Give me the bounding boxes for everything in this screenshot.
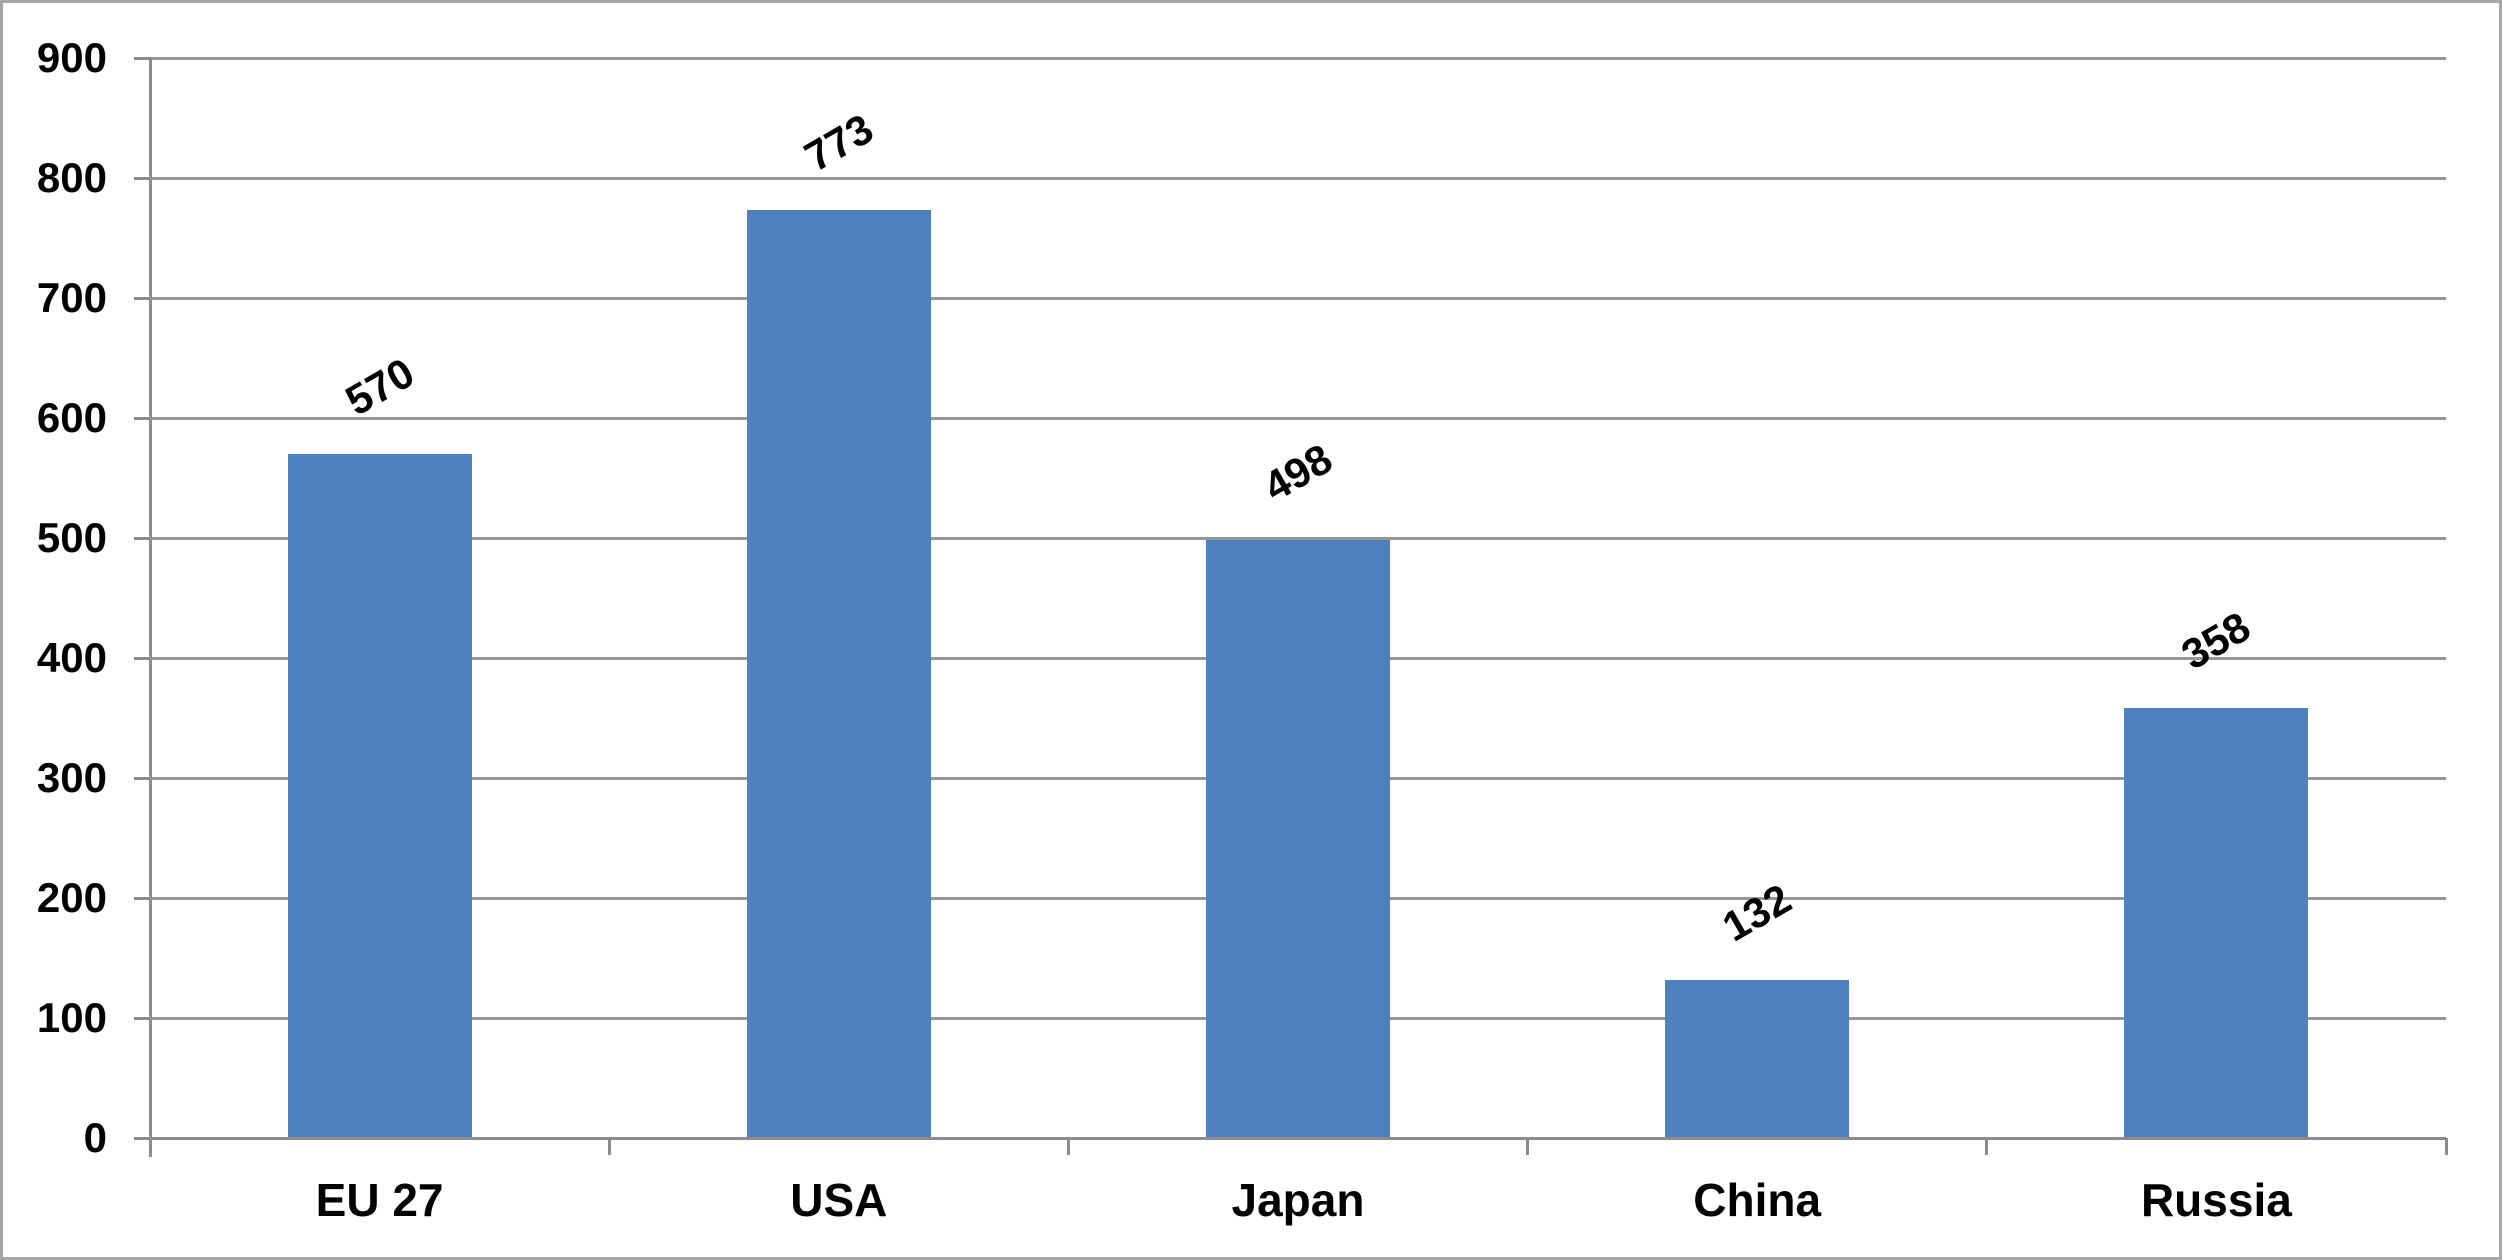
y-axis-tick [134, 296, 150, 300]
y-axis-tick-label: 500 [36, 514, 107, 561]
bar-value-label: 358 [2174, 603, 2259, 679]
y-axis-tick [134, 536, 150, 540]
y-axis-tick [134, 1016, 150, 1020]
plot-area: 0 100 200 300 400 500 600 700 800 900 570 EU 27 773 U… [3, 3, 2499, 1257]
gridline [150, 296, 2446, 300]
bar-value-label: 773 [796, 105, 881, 181]
bar-china [1665, 979, 1850, 1138]
x-axis-category-label: EU 27 [315, 1174, 444, 1226]
gridline [150, 536, 2446, 540]
bar-usa [746, 210, 931, 1138]
y-axis-tick [134, 1136, 150, 1140]
bar-eu-27 [287, 454, 472, 1138]
x-axis-category-label: China [1693, 1174, 1822, 1226]
y-axis-tick-label: 0 [83, 1114, 107, 1161]
y-axis-tick [134, 176, 150, 180]
y-axis-tick-label: 300 [36, 754, 107, 801]
y-axis-tick-label: 900 [36, 34, 107, 81]
bar-value-label: 132 [1714, 874, 1800, 951]
y-axis-tick [134, 656, 150, 660]
gridline [150, 176, 2446, 180]
y-axis-tick [134, 896, 150, 900]
x-axis-tick [1066, 1138, 1070, 1155]
y-axis-tick-label: 400 [36, 634, 107, 681]
y-axis-tick-label: 800 [36, 154, 107, 201]
y-axis-tick [134, 56, 150, 60]
y-axis-line [148, 56, 152, 1157]
y-axis-tick-label: 600 [36, 394, 107, 441]
x-axis-line [150, 1136, 2446, 1140]
y-axis-tick [134, 416, 150, 420]
bar-russia [2124, 708, 2309, 1138]
x-axis-tick [1985, 1138, 1989, 1155]
bar-japan [1206, 540, 1390, 1138]
x-axis-category-label: Russia [2140, 1174, 2292, 1226]
gridline [150, 416, 2446, 420]
y-axis-tick-label: 100 [36, 994, 107, 1041]
y-axis-tick-label: 200 [36, 874, 107, 921]
gridline [150, 56, 2446, 60]
x-axis-category-label: Japan [1231, 1174, 1365, 1226]
y-axis-tick-label: 700 [36, 274, 107, 321]
x-axis-category-label: USA [790, 1174, 888, 1226]
x-axis-tick [607, 1138, 611, 1155]
bar-value-label: 570 [337, 348, 422, 425]
bar-value-label: 498 [1255, 435, 1340, 511]
x-axis-tick [2444, 1138, 2448, 1155]
x-axis-tick [1526, 1138, 1530, 1155]
y-axis-tick [134, 776, 150, 780]
